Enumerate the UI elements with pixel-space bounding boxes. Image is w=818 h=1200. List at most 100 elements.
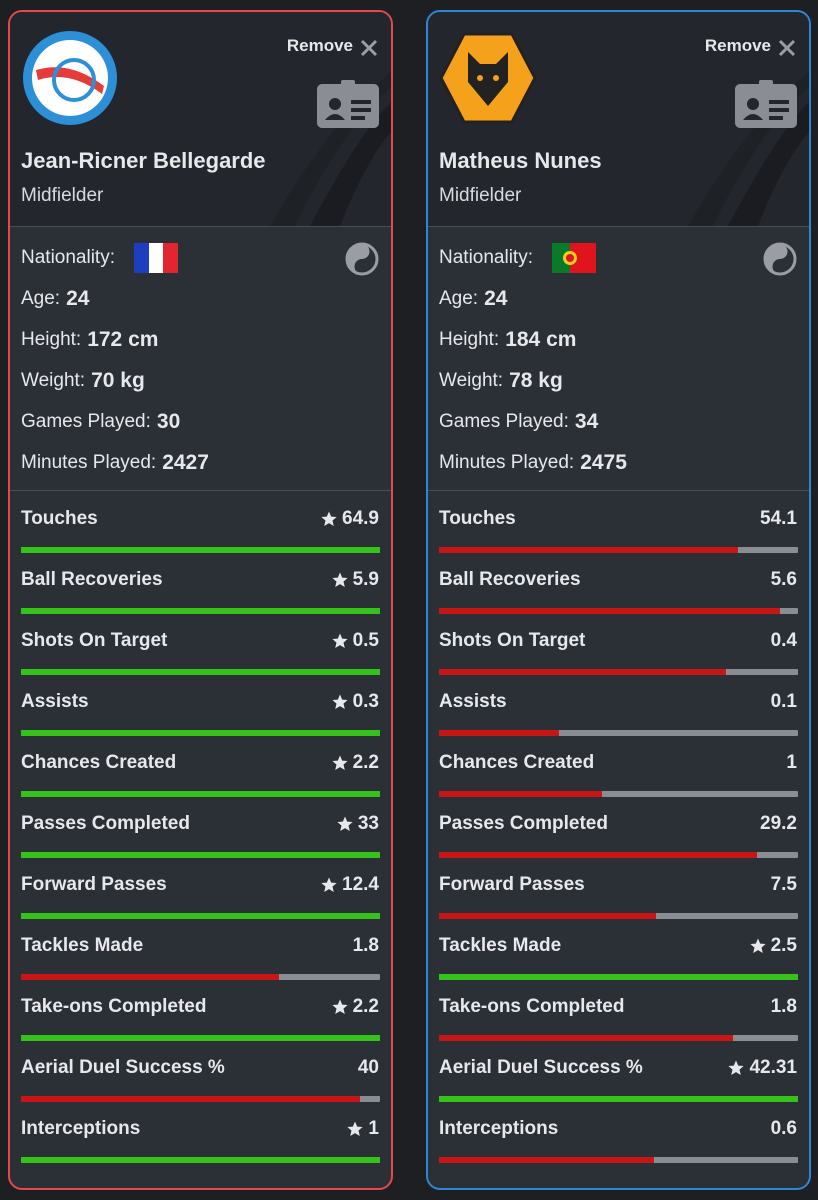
info-value: 24 xyxy=(66,287,90,310)
stat-bar xyxy=(21,608,380,614)
stat-value-box: 5.6 xyxy=(771,569,797,591)
stat-bar-track xyxy=(21,669,380,675)
info-label: Nationality: xyxy=(21,247,115,268)
stat-label: Tackles Made xyxy=(439,935,562,956)
stat-bar xyxy=(21,1035,380,1041)
info-row: Weight: 78 kg xyxy=(439,369,563,393)
stat-bar-track xyxy=(21,791,380,797)
info-value: 184 cm xyxy=(505,328,577,351)
stat-value: 0.4 xyxy=(770,630,797,651)
info-label: Games Played: xyxy=(439,411,569,432)
star-icon xyxy=(728,1060,745,1075)
star-icon xyxy=(331,755,348,770)
star-icon xyxy=(331,999,348,1014)
stat-bar-track xyxy=(439,730,798,736)
info-value: 2427 xyxy=(162,451,209,474)
stat-bar xyxy=(439,974,798,980)
stat-bar-track xyxy=(21,913,380,919)
player-position: Midfielder xyxy=(439,185,522,206)
stat-bar-track xyxy=(439,608,798,614)
stat-bar xyxy=(21,852,380,858)
divider xyxy=(428,490,809,491)
stat-value: 42.31 xyxy=(749,1057,797,1078)
stat-bar-track xyxy=(21,730,380,736)
info-row: Age: 24 xyxy=(21,287,89,311)
stat-bar xyxy=(21,1157,380,1163)
stat-bar-track xyxy=(439,852,798,858)
remove-label: Remove xyxy=(704,36,771,55)
stat-label: Forward Passes xyxy=(439,874,585,895)
stat-bar-track xyxy=(21,974,380,980)
info-label: Games Played: xyxy=(21,411,151,432)
club-logo xyxy=(23,31,117,125)
stat-value: 40 xyxy=(357,1057,379,1078)
stat-bar xyxy=(439,608,780,614)
stat-bar xyxy=(21,1096,361,1102)
stat-value-box: 33 xyxy=(337,813,379,835)
compare-icon[interactable] xyxy=(763,242,797,276)
stat-label: Tackles Made xyxy=(21,935,144,956)
stat-bar xyxy=(439,913,657,919)
stat-value: 1 xyxy=(786,752,797,773)
info-row: Height: 184 cm xyxy=(439,328,576,352)
stat-value-box: 1.8 xyxy=(771,996,797,1018)
stat-bar-track xyxy=(21,852,380,858)
id-card-icon[interactable] xyxy=(317,80,379,128)
stat-value-box: 0.5 xyxy=(331,630,379,652)
stat-value-box: 1.8 xyxy=(353,935,379,957)
stat-value-box: 64.9 xyxy=(321,508,379,530)
stat-bar-track xyxy=(21,1035,380,1041)
info-row: Games Played: 30 xyxy=(21,410,180,434)
info-row: Height: 172 cm xyxy=(21,328,158,352)
stat-bar-track xyxy=(21,1157,380,1163)
stat-label: Interceptions xyxy=(439,1118,559,1139)
stat-bar-track xyxy=(439,913,798,919)
stat-value: 0.5 xyxy=(352,630,379,651)
flag xyxy=(552,243,596,273)
stat-bar xyxy=(21,791,380,797)
id-card-icon[interactable] xyxy=(735,80,797,128)
star-icon xyxy=(321,511,337,526)
remove-button[interactable]: Remove xyxy=(705,36,771,56)
stat-bar xyxy=(21,547,380,553)
info-label: Nationality: xyxy=(439,247,533,268)
stat-value-box: 0.6 xyxy=(771,1118,797,1140)
divider xyxy=(10,490,391,491)
player-card: Remove Matheus Nunes Midfielder National… xyxy=(426,10,811,1190)
info-row: Nationality: xyxy=(439,247,533,269)
info-value: 24 xyxy=(484,287,508,310)
stat-bar xyxy=(21,669,380,675)
stat-bar xyxy=(439,730,559,736)
stat-value-box: 0.4 xyxy=(771,630,797,652)
stat-value: 7.5 xyxy=(770,874,797,895)
star-icon xyxy=(321,877,337,892)
close-icon[interactable] xyxy=(777,38,797,58)
close-icon[interactable] xyxy=(359,38,379,58)
info-label: Height: xyxy=(21,329,82,350)
stat-label: Touches xyxy=(21,508,98,529)
stat-label: Passes Completed xyxy=(439,813,608,834)
stat-value-box: 0.1 xyxy=(771,691,797,713)
stat-value-box: 29.2 xyxy=(760,813,797,835)
stat-bar xyxy=(439,1035,733,1041)
star-icon xyxy=(347,1121,364,1136)
star-icon xyxy=(337,816,353,831)
info-label: Weight: xyxy=(439,370,504,391)
stat-label: Passes Completed xyxy=(21,813,190,834)
remove-button[interactable]: Remove xyxy=(287,36,353,56)
stat-label: Shots On Target xyxy=(21,630,168,651)
stat-bar xyxy=(439,547,739,553)
club-logo xyxy=(440,32,536,124)
star-icon xyxy=(331,633,348,648)
compare-icon[interactable] xyxy=(345,242,379,276)
player-card: Remove Jean-Ricner Bellegarde Midfielder… xyxy=(8,10,393,1190)
stat-value-box: 42.31 xyxy=(728,1057,797,1079)
stat-bar xyxy=(21,730,380,736)
stat-label: Interceptions xyxy=(21,1118,141,1139)
stat-value-box: 0.3 xyxy=(331,691,379,713)
stat-label: Assists xyxy=(439,691,507,712)
stat-label: Touches xyxy=(439,508,516,529)
star-icon xyxy=(749,938,766,953)
star-icon xyxy=(331,694,348,709)
info-label: Weight: xyxy=(21,370,86,391)
